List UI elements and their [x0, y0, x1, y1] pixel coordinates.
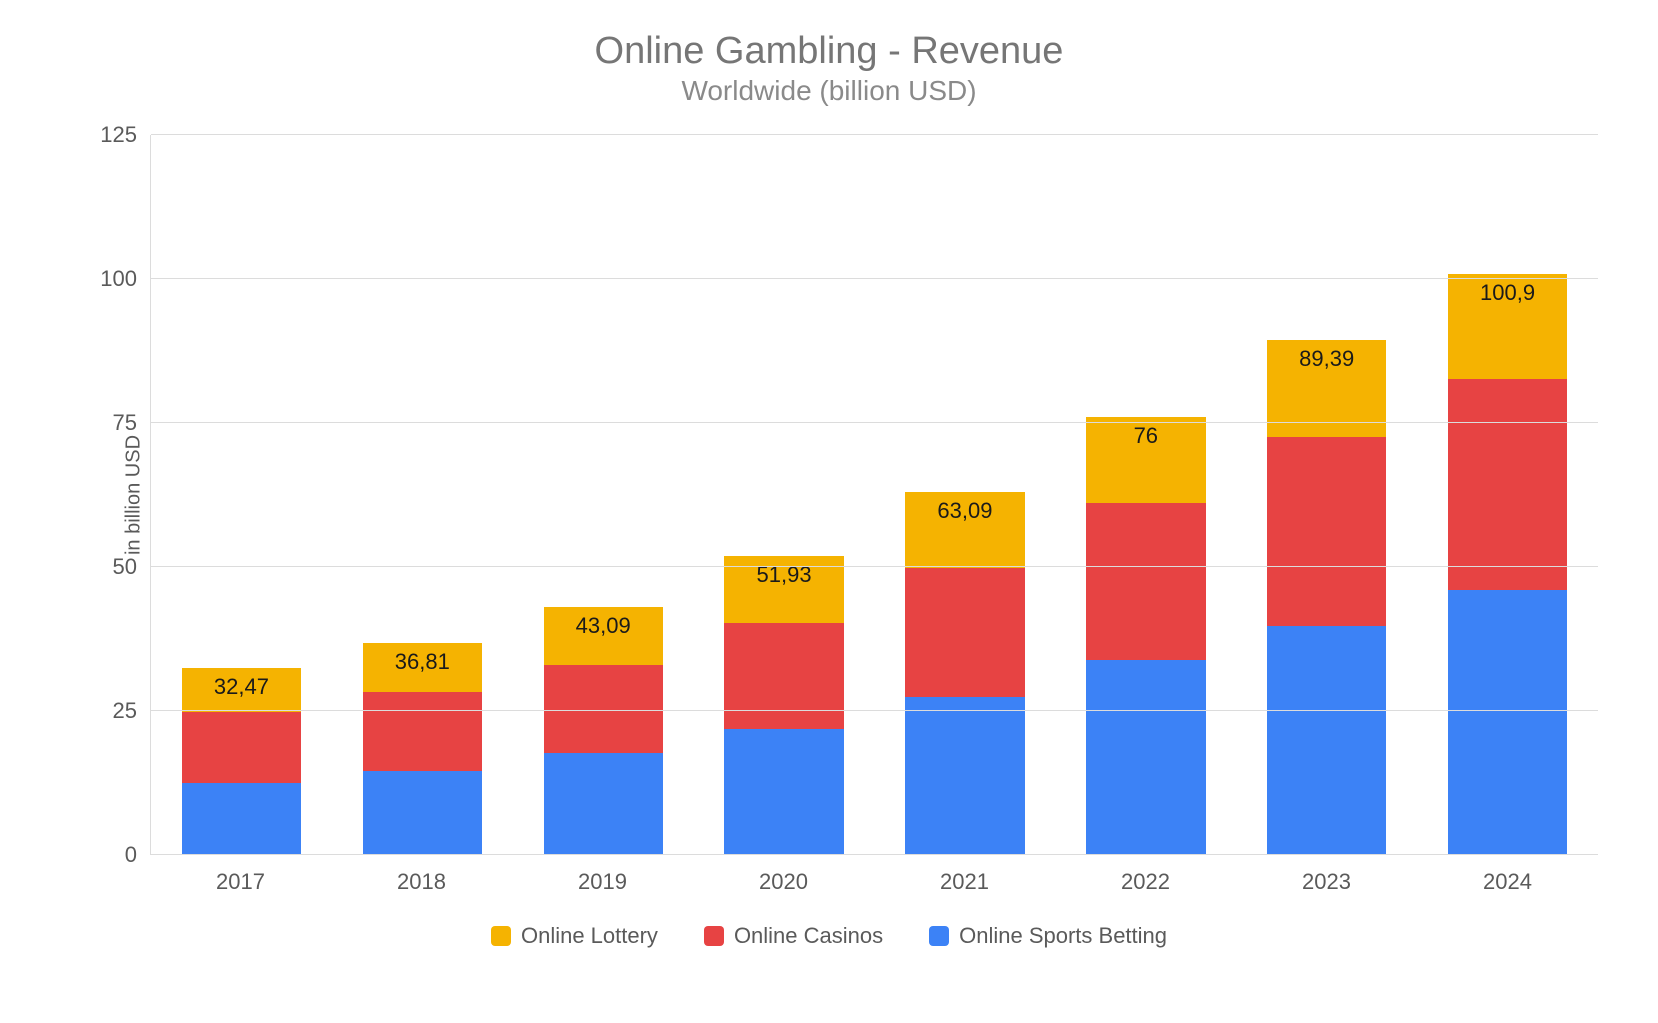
legend-swatch: [704, 926, 724, 946]
bar-total-label: 36,81: [363, 649, 482, 675]
bar-segment: [724, 623, 843, 728]
bar-slot: 43,09: [513, 135, 694, 855]
bar-slot: 63,09: [875, 135, 1056, 855]
stacked-bar: 36,81: [363, 643, 482, 855]
legend-item: Online Lottery: [491, 923, 658, 949]
legend-swatch: [491, 926, 511, 946]
y-tick-label: 75: [113, 410, 137, 436]
gridline: [151, 566, 1598, 567]
x-tick-label: 2023: [1236, 855, 1417, 895]
legend-label: Online Casinos: [734, 923, 883, 949]
legend: Online Lottery Online Casinos Online Sport…: [40, 923, 1618, 949]
legend-item: Online Casinos: [704, 923, 883, 949]
x-tick-label: 2020: [693, 855, 874, 895]
bar-slot: 76: [1055, 135, 1236, 855]
bar-segment: [363, 692, 482, 771]
gridline: [151, 854, 1598, 855]
bar-slot: 36,81: [332, 135, 513, 855]
stacked-bar: 76: [1086, 417, 1205, 855]
bar-total-label: 43,09: [544, 613, 663, 639]
bar-slot: 51,93: [694, 135, 875, 855]
bar-segment: [1086, 503, 1205, 661]
chart-container: Online Gambling - Revenue Worldwide (bil…: [40, 20, 1618, 1003]
bar-total-label: 76: [1086, 423, 1205, 449]
chart-title: Online Gambling - Revenue: [40, 30, 1618, 73]
bar-segment: [544, 665, 663, 753]
plot-area-wrapper: in billion USD 32,4736,8143,0951,9363,09…: [150, 135, 1598, 855]
bar-segment: [1267, 626, 1386, 855]
bar-segment: [1267, 437, 1386, 626]
chart-subtitle: Worldwide (billion USD): [40, 75, 1618, 107]
gridline: [151, 134, 1598, 135]
bar-segment: [1448, 590, 1567, 855]
x-tick-label: 2018: [331, 855, 512, 895]
stacked-bar: 51,93: [724, 556, 843, 855]
legend-label: Online Lottery: [521, 923, 658, 949]
bar-total-label: 63,09: [905, 498, 1024, 524]
legend-label: Online Sports Betting: [959, 923, 1167, 949]
legend-item: Online Sports Betting: [929, 923, 1167, 949]
bar-segment: [724, 729, 843, 855]
bar-segment: [182, 783, 301, 855]
bar-segment: [905, 697, 1024, 855]
bar-total-label: 32,47: [182, 674, 301, 700]
bars-row: 32,47 36,81 43,09 51,93 63,09 76 89,39 100,9: [151, 135, 1598, 855]
bar-segment: [1448, 379, 1567, 590]
stacked-bar: 32,47: [182, 668, 301, 855]
x-tick-label: 2017: [150, 855, 331, 895]
bar-slot: 89,39: [1236, 135, 1417, 855]
bar-segment: [363, 771, 482, 855]
stacked-bar: 63,09: [905, 492, 1024, 855]
gridline: [151, 422, 1598, 423]
y-axis-label: in billion USD: [123, 435, 146, 555]
y-tick-label: 25: [113, 698, 137, 724]
bar-slot: 32,47: [151, 135, 332, 855]
plot-area: 32,4736,8143,0951,9363,097689,39100,9 02…: [150, 135, 1598, 855]
bar-total-label: 100,9: [1448, 280, 1567, 306]
stacked-bar: 100,9: [1448, 274, 1567, 855]
bar-segment: [182, 712, 301, 783]
y-tick-label: 50: [113, 554, 137, 580]
legend-swatch: [929, 926, 949, 946]
x-tick-label: 2022: [1055, 855, 1236, 895]
x-tick-label: 2024: [1417, 855, 1598, 895]
bar-segment: [1086, 660, 1205, 855]
stacked-bar: 89,39: [1267, 340, 1386, 855]
y-tick-label: 125: [100, 122, 137, 148]
bar-segment: [544, 753, 663, 855]
y-tick-label: 0: [125, 842, 137, 868]
bar-slot: 100,9: [1417, 135, 1598, 855]
stacked-bar: 43,09: [544, 607, 663, 855]
bar-total-label: 89,39: [1267, 346, 1386, 372]
x-axis: 20172018201920202021202220232024: [150, 855, 1598, 895]
gridline: [151, 710, 1598, 711]
bar-segment: [905, 568, 1024, 698]
y-tick-label: 100: [100, 266, 137, 292]
x-tick-label: 2019: [512, 855, 693, 895]
x-tick-label: 2021: [874, 855, 1055, 895]
gridline: [151, 278, 1598, 279]
